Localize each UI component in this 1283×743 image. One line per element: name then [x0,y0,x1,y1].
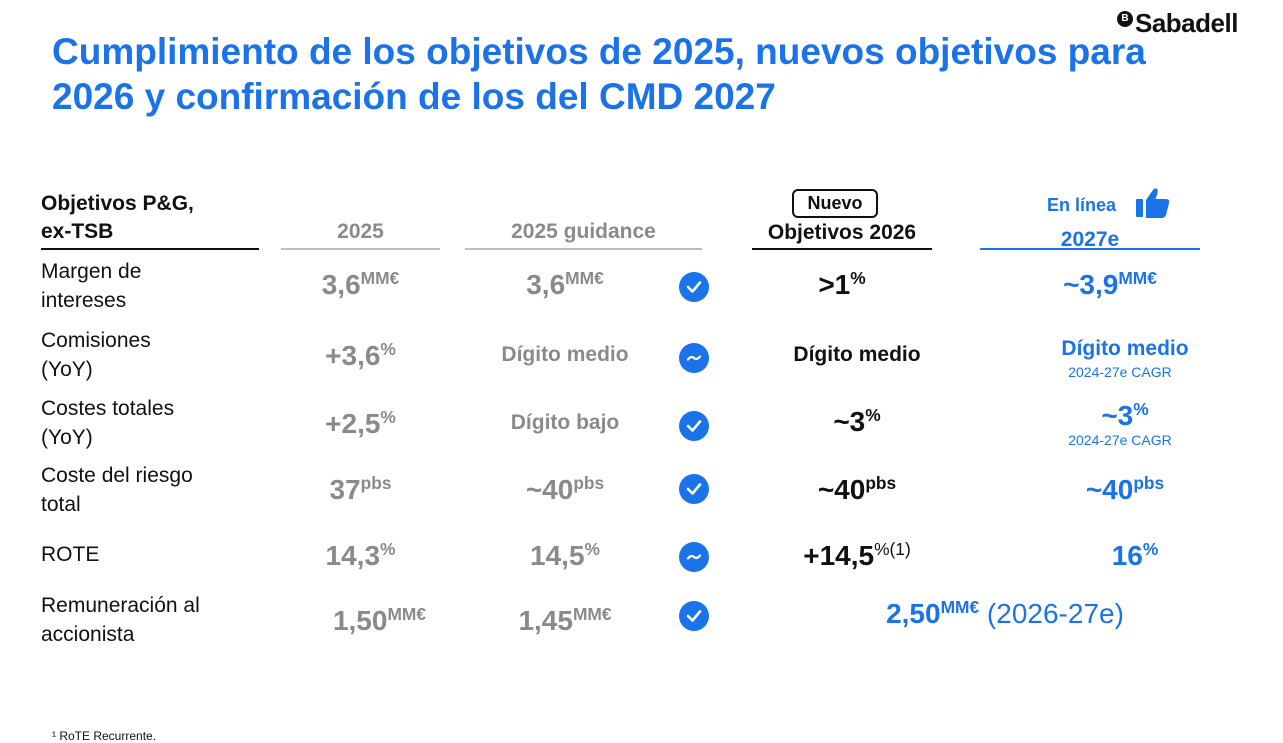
header-rule-2026 [752,248,932,250]
check-icon [679,411,709,441]
row-label-margen: Margen de intereses [41,260,142,312]
row-label-rote: ROTE [41,543,100,566]
check-icon [679,474,709,504]
cell-guidance-rote: 14,5% [530,539,600,571]
cell-2025-costes: +2,5% [325,407,396,439]
cell-combined-remuneracion: 2,50 MM€ (2026-27e) [886,597,1124,629]
check-icon [679,601,709,631]
cell-guidance-costes: Dígito bajo [510,411,620,434]
page-title: Cumplimiento de los objetivos de 2025, n… [52,31,1146,117]
cell-guidance-comisiones: Dígito medio [501,343,629,366]
header-rule-2027 [980,248,1200,250]
logo-text: Sabadell [1135,8,1238,38]
cell-2027-riesgo: ~40 pbs [1085,473,1165,505]
cell-2026-margen: >1% [818,268,866,300]
cell-2027-comisiones-note: 2024-27e CAGR [1068,364,1172,380]
header-label-col: Objetivos P&G, ex-TSB [41,192,194,243]
row-label-costes: Costes totales (YoY) [41,397,175,449]
row-label-riesgo: Coste del riesgo total [41,464,193,516]
sabadell-logo: B Sabadell [1117,8,1238,39]
header-2025: 2025 [337,220,384,243]
cell-2025-riesgo: 37 pbs [329,473,392,505]
cell-guidance-riesgo: ~40 pbs [525,473,605,505]
cell-2027-margen: ~3,9 MM€ [1063,268,1157,300]
tilde-icon [679,542,709,572]
header-2027-top: En línea [1047,195,1117,215]
thumbs-up-icon [1135,187,1171,224]
cell-2027-rote: 16% [1111,539,1159,571]
check-icon [679,272,709,302]
cell-2025-comisiones: +3,6% [325,339,396,371]
header-guidance: 2025 guidance [511,220,656,243]
logo-mark: B [1117,10,1133,27]
cell-2026-riesgo: ~40 pbs [817,473,897,505]
cell-2026-costes: ~3% [833,405,881,437]
cell-2025-remuneracion: 1,50 MM€ [332,604,427,636]
cell-2026-comisiones: Dígito medio [793,343,921,366]
row-label-comisiones: Comisiones (YoY) [41,329,151,381]
cell-2025-margen: 3,6 MM€ [321,268,400,300]
footnote: ¹ RoTE Recurrente. [52,729,157,743]
cell-2025-rote: 14,3% [325,539,396,571]
header-rule-label [41,248,259,250]
cell-2027-costes: ~3% [1101,399,1149,431]
nuevo-badge: Nuevo [792,189,878,218]
cell-2027-costes-note: 2024-27e CAGR [1068,432,1172,448]
tilde-icon [679,343,709,373]
cell-2026-rote: +14,5 %(1) [803,539,911,571]
header-2026: Objetivos 2026 [767,221,917,244]
cell-guidance-margen: 3,6 MM€ [526,268,604,300]
header-2027: 2027e [1060,228,1120,251]
cell-guidance-remuneracion: 1,45 MM€ [518,604,612,636]
header-rule-guidance [465,248,702,250]
row-label-remuneracion: Remuneración al accionista [41,594,200,646]
cell-2027-comisiones: Dígito medio [1061,337,1189,360]
header-rule-2025 [281,248,440,250]
